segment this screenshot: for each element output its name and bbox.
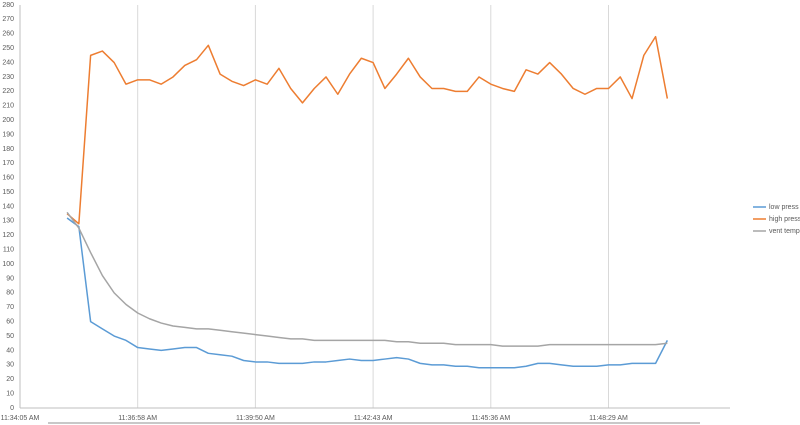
x-tick-label: 11:45:36 AM bbox=[471, 415, 510, 422]
y-tick-label: 250 bbox=[2, 45, 14, 52]
y-tick-label: 70 bbox=[6, 304, 14, 311]
y-tick-label: 180 bbox=[2, 146, 14, 153]
y-tick-label: 80 bbox=[6, 290, 14, 297]
x-tick-label: 11:34:05 AM bbox=[1, 415, 40, 422]
x-tick-label: 11:42:43 AM bbox=[354, 415, 393, 422]
y-tick-label: 110 bbox=[3, 247, 14, 254]
y-tick-label: 10 bbox=[6, 390, 14, 397]
y-tick-label: 170 bbox=[2, 160, 14, 167]
y-tick-label: 60 bbox=[6, 318, 14, 325]
y-tick-label: 120 bbox=[2, 232, 14, 239]
y-tick-label: 230 bbox=[2, 74, 14, 81]
y-tick-label: 90 bbox=[6, 275, 14, 282]
x-tick-label: 11:36:58 AM bbox=[118, 415, 157, 422]
y-tick-label: 140 bbox=[2, 203, 14, 210]
y-tick-label: 20 bbox=[6, 376, 14, 383]
y-tick-label: 40 bbox=[6, 347, 14, 354]
y-tick-label: 0 bbox=[10, 405, 14, 412]
y-tick-label: 100 bbox=[2, 261, 14, 268]
legend-label: low press bbox=[769, 204, 799, 211]
y-tick-label: 30 bbox=[6, 362, 14, 369]
y-tick-label: 210 bbox=[2, 103, 14, 110]
legend-label: high press bbox=[769, 216, 800, 223]
series-line bbox=[66, 217, 669, 369]
x-tick-label: 11:39:50 AM bbox=[236, 415, 275, 422]
legend-label: vent temp bbox=[769, 228, 800, 235]
y-tick-label: 270 bbox=[2, 16, 14, 23]
series-line bbox=[66, 211, 668, 347]
y-tick-label: 130 bbox=[2, 218, 14, 225]
x-tick-label: 11:48:29 AM bbox=[589, 415, 628, 422]
series-line bbox=[66, 35, 669, 225]
y-tick-label: 160 bbox=[2, 175, 14, 182]
y-tick-label: 150 bbox=[2, 189, 14, 196]
y-tick-label: 200 bbox=[2, 117, 14, 124]
y-tick-label: 240 bbox=[2, 59, 14, 66]
y-tick-label: 50 bbox=[6, 333, 14, 340]
y-tick-label: 190 bbox=[2, 131, 14, 138]
y-tick-label: 220 bbox=[2, 88, 14, 95]
y-tick-label: 260 bbox=[2, 31, 14, 38]
y-tick-label: 280 bbox=[2, 2, 14, 9]
